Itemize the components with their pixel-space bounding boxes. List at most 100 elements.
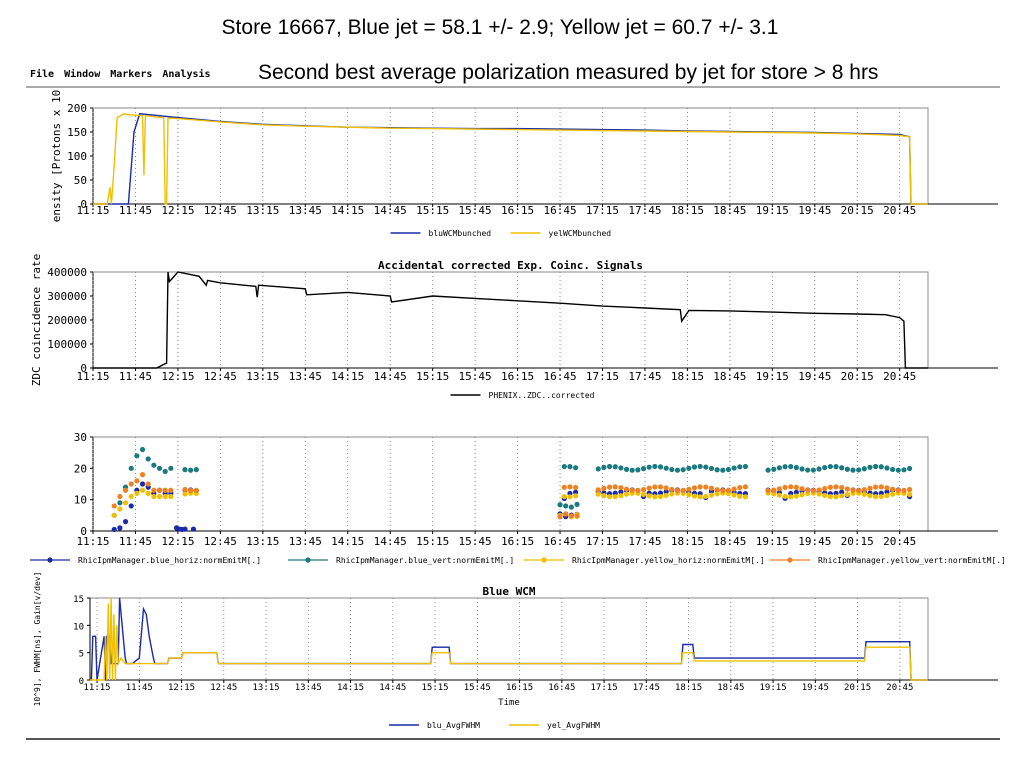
data-point	[771, 466, 777, 472]
x-tick-label: 16:45	[543, 370, 576, 383]
x-tick-label: 18:45	[717, 683, 744, 693]
x-tick-label: 15:45	[459, 204, 492, 217]
data-point	[907, 465, 913, 472]
slide-subtitle: Second best average polarization measure…	[258, 61, 879, 84]
data-point	[111, 526, 117, 533]
data-point	[156, 487, 163, 493]
menu-item-analysis[interactable]: Analysis	[162, 69, 211, 80]
data-point	[788, 463, 794, 470]
y-tick-label: 0	[80, 525, 87, 538]
data-point	[827, 494, 833, 500]
data-point	[122, 487, 129, 493]
data-point	[776, 465, 782, 471]
y-tick-label: 100	[67, 150, 87, 163]
x-tick-label: 20:45	[883, 204, 916, 217]
menu-item-window[interactable]: Window	[64, 69, 101, 80]
data-point	[646, 485, 652, 491]
data-point	[652, 463, 658, 470]
y-tick-label: 300000	[47, 290, 87, 303]
data-point	[827, 463, 833, 470]
data-point	[145, 456, 151, 462]
x-tick-label: 18:15	[671, 535, 704, 548]
data-point	[793, 484, 799, 490]
data-point	[822, 492, 828, 499]
data-point	[139, 446, 146, 453]
data-point	[793, 464, 799, 471]
menu-item-file[interactable]: File	[30, 69, 55, 80]
data-point	[776, 492, 782, 498]
data-point	[168, 493, 174, 500]
data-point	[742, 463, 749, 470]
legend-label: RhicIpmManager.yellow_horiz:normEmitM[.]	[572, 556, 765, 565]
data-point	[856, 487, 862, 494]
menu-bar: File Window Markers Analysis	[30, 69, 211, 80]
legend-label: RhicIpmManager.blue_horiz:normEmitM[.]	[78, 556, 261, 565]
data-point	[839, 465, 845, 471]
y-tick-label: 100000	[47, 338, 87, 351]
x-tick-label: 18:15	[671, 204, 704, 217]
x-tick-label: 12:15	[161, 370, 194, 383]
x-tick-label: 19:15	[756, 370, 789, 383]
data-point	[878, 484, 884, 490]
x-tick-label: 13:15	[246, 204, 279, 217]
menu-item-markers[interactable]: Markers	[110, 69, 153, 80]
data-point	[822, 464, 828, 471]
data-point	[557, 502, 563, 508]
data-point	[850, 467, 856, 473]
data-point	[861, 487, 867, 493]
data-point	[618, 489, 624, 495]
data-point	[117, 500, 123, 506]
legend-label: bluWCMbunched	[429, 229, 492, 238]
y-tick-label: 5	[79, 650, 84, 660]
slide-title: Store 16667, Blue jet = 58.1 +/- 2.9; Ye…	[221, 16, 779, 39]
x-tick-label: 14:15	[337, 683, 364, 693]
data-point	[561, 493, 567, 500]
y-axis-label: 10^9], FWHM[ns], Gain[v/dev]	[33, 572, 42, 707]
x-axis-label: Time	[498, 698, 520, 708]
data-point	[663, 465, 669, 471]
x-tick-label: 13:15	[253, 683, 280, 693]
data-point	[646, 464, 652, 470]
data-point	[640, 486, 647, 493]
x-tick-label: 11:45	[119, 535, 152, 548]
x-tick-label: 14:45	[379, 683, 406, 693]
bottom-divider	[26, 738, 1000, 740]
menu-divider	[26, 86, 1000, 88]
data-point	[680, 487, 686, 494]
data-point	[907, 486, 913, 493]
data-point	[162, 468, 168, 475]
data-point	[568, 513, 574, 519]
data-point	[635, 467, 641, 473]
data-point	[839, 493, 845, 499]
data-point	[595, 487, 601, 493]
data-point	[612, 494, 618, 500]
data-point	[612, 464, 618, 470]
data-point	[765, 487, 771, 494]
data-point	[151, 487, 157, 493]
y-tick-label: 10	[73, 622, 84, 632]
x-tick-label: 18:45	[713, 370, 746, 383]
data-point	[725, 466, 732, 473]
x-tick-label: 12:15	[161, 535, 194, 548]
x-tick-label: 20:15	[844, 683, 871, 693]
data-point	[188, 467, 194, 473]
x-tick-label: 11:45	[126, 683, 153, 693]
x-tick-label: 17:45	[628, 204, 661, 217]
data-point	[193, 487, 199, 493]
data-point	[827, 484, 833, 490]
data-point	[884, 489, 890, 495]
data-point	[117, 493, 123, 500]
chart-panel-2: 11:15 11:45 12:15 12:45 13:15 13:45 14:15 14:45…	[30, 254, 998, 400]
data-point	[573, 484, 579, 491]
x-tick-label: 11:15	[76, 370, 109, 383]
data-point	[844, 491, 850, 497]
data-point	[568, 504, 574, 510]
data-point	[573, 489, 579, 495]
plot-area	[89, 597, 929, 681]
data-point	[669, 466, 675, 473]
data-point	[686, 492, 692, 498]
y-axis-label: ensity [Protons x 10	[50, 90, 63, 222]
data-point	[788, 484, 794, 490]
data-point	[563, 503, 569, 509]
y-tick-label: 0	[80, 362, 87, 375]
